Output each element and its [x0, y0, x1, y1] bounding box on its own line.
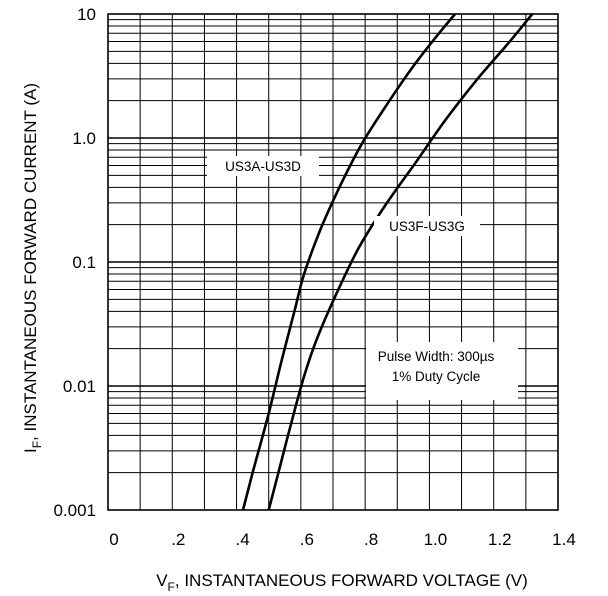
y-tick-labels: 10 1.0 0.1 0.01 0.001: [53, 5, 96, 520]
series-label-bg: [207, 156, 319, 176]
x-axis-title-rest: , INSTANTANEOUS FORWARD VOLTAGE (V): [175, 571, 528, 590]
x-tick-label: .6: [300, 530, 314, 549]
y-tick-label: 0.1: [72, 253, 96, 272]
series-line-1: [241, 13, 457, 511]
annotation-duty-cycle: 1% Duty Cycle: [392, 369, 481, 384]
x-axis-title-main: V: [156, 571, 168, 590]
y-axis-title-sub: F: [30, 441, 44, 448]
x-tick-label: .4: [235, 530, 249, 549]
y-tick-label: 1.0: [72, 129, 96, 148]
annotation-pulse-width: Pulse Width: 300µs: [378, 349, 495, 364]
annotation-box: [366, 342, 518, 400]
x-tick-label: 1.2: [488, 530, 512, 549]
y-axis-title-rest: , INSTANTANEOUS FORWARD CURRENT (A): [21, 83, 40, 441]
series-line-2: [267, 13, 534, 511]
x-tick-label: 1.4: [552, 530, 576, 549]
y-axis-title: IF, INSTANTANEOUS FORWARD CURRENT (A): [21, 83, 44, 453]
grid: [108, 14, 558, 510]
x-tick-label: 0: [109, 530, 118, 549]
x-tick-label: 1.0: [424, 530, 448, 549]
x-tick-label: .2: [171, 530, 185, 549]
curves: [241, 13, 534, 511]
y-tick-label: 0.001: [53, 501, 96, 520]
series-label-1: US3A-US3D: [225, 159, 301, 174]
y-axis-title-main: I: [21, 448, 40, 453]
x-tick-label: .8: [364, 530, 378, 549]
x-axis-title: VF, INSTANTANEOUS FORWARD VOLTAGE (V): [156, 571, 528, 594]
y-tick-label: 0.01: [63, 377, 96, 396]
plot-frame: [107, 13, 559, 511]
series-labels: US3A-US3D US3F-US3G: [207, 156, 480, 236]
y-tick-label: 10: [77, 5, 96, 24]
x-tick-labels: 0 .2 .4 .6 .8 1.0 1.2 1.4: [109, 530, 576, 549]
x-axis-title-sub: F: [168, 580, 175, 594]
series-label-2: US3F-US3G: [389, 219, 465, 234]
series-label-bg: [374, 216, 480, 236]
